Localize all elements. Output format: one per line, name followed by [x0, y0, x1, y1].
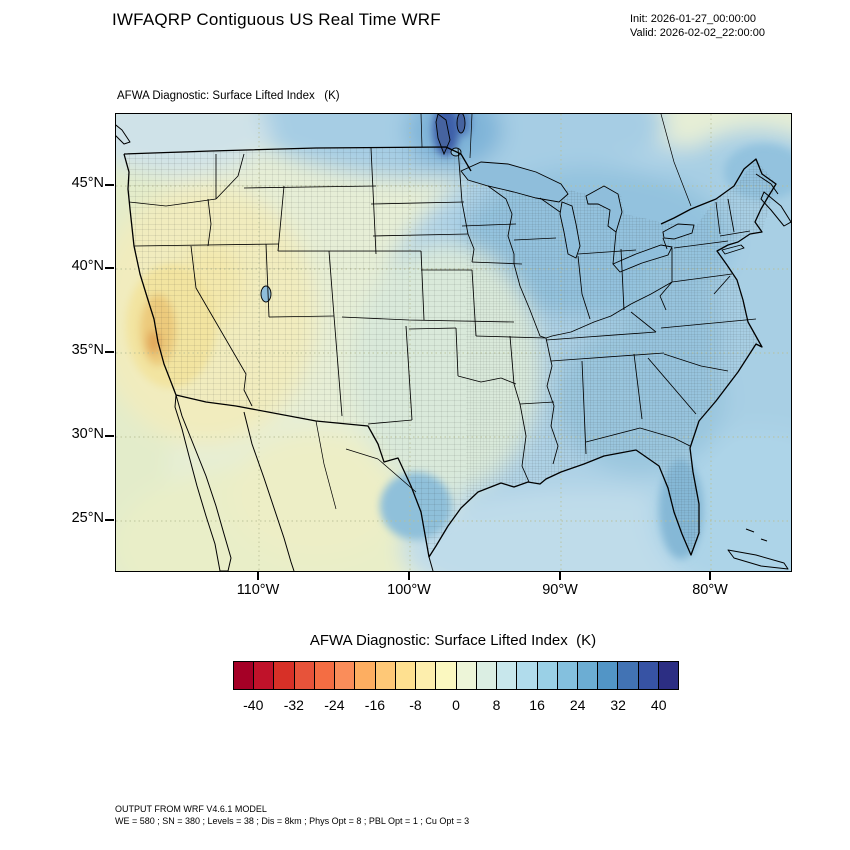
init-time: Init: 2026-01-27_00:00:00	[630, 13, 756, 25]
colorbar-tick-label: -40	[243, 697, 264, 713]
colorbar-cell	[254, 662, 275, 689]
footer-line1: OUTPUT FROM WRF V4.6.1 MODEL	[115, 804, 267, 814]
colorbar-cell	[355, 662, 376, 689]
x-axis-label: 100°W	[387, 582, 431, 598]
colorbar-cell	[294, 662, 315, 689]
colorbar-cell	[497, 662, 518, 689]
foreign-borders-layer	[315, 114, 692, 510]
colorbar-cell	[638, 662, 659, 689]
state-borders-layer	[128, 147, 757, 483]
valid-time: Valid: 2026-02-02_22:00:00	[630, 27, 765, 39]
colorbar-cell	[456, 662, 477, 689]
colorbar-tick-label: 40	[650, 697, 667, 713]
colorbar-cell	[658, 662, 679, 689]
y-axis-label: 40°N	[71, 258, 104, 274]
x-axis-label: 110°W	[236, 582, 280, 598]
x-axis-tick	[559, 571, 561, 580]
lake-huron	[585, 185, 623, 233]
colorbar-cell	[395, 662, 417, 689]
colorbar-cell	[557, 662, 578, 689]
colorbar-cell	[314, 662, 336, 689]
colorbar	[233, 661, 679, 690]
colorbar-title: AFWA Diagnostic: Surface Lifted Index (K…	[309, 632, 597, 649]
map-subtitle: AFWA Diagnostic: Surface Lifted Index (K…	[117, 90, 340, 102]
colorbar-tick-label: 16	[529, 697, 545, 713]
colorbar-cell	[537, 662, 558, 689]
x-axis-tick	[408, 571, 410, 580]
lake-winnipeg	[435, 114, 451, 156]
colorbar-cell	[335, 662, 356, 689]
x-axis-tick	[709, 571, 711, 580]
y-axis-tick	[105, 519, 114, 521]
colorbar-tick-label: -32	[283, 697, 304, 713]
colorbar-cell	[476, 662, 498, 689]
colorbar-tick-label: -24	[324, 697, 345, 713]
colorbar-cell	[436, 662, 457, 689]
colorbar-cell	[274, 662, 295, 689]
y-axis-tick	[105, 351, 114, 353]
map-frame	[115, 113, 792, 572]
colorbar-cell	[517, 662, 538, 689]
lake-erie	[612, 244, 673, 273]
coastline-layer	[116, 124, 791, 571]
great-salt-lake	[260, 285, 272, 303]
colorbar-tick-label: -16	[364, 697, 386, 713]
y-axis-label: 35°N	[71, 342, 104, 358]
colorbar-cell	[416, 662, 437, 689]
colorbar-tick-label: 8	[492, 697, 501, 713]
colorbar-tick-label: 24	[569, 697, 586, 713]
colorbar-cell	[618, 662, 639, 689]
colorbar-cell	[375, 662, 396, 689]
colorbar-labels: -40 -32 -24 -16 -8 0 8 16 24 32 40	[233, 697, 679, 715]
x-axis-tick	[257, 571, 259, 580]
y-axis-label: 45°N	[71, 175, 104, 191]
lakes-layer	[260, 114, 695, 303]
y-axis-tick	[105, 435, 114, 437]
y-axis-label: 30°N	[71, 426, 104, 442]
lake-michigan	[559, 201, 581, 259]
lake-ontario	[662, 223, 695, 240]
page-title: IWFAQRP Contiguous US Real Time WRF	[112, 10, 441, 29]
colorbar-tick-label: -8	[409, 697, 422, 713]
run-times: Init: 2026-01-27_00:00:00 Valid: 2026-02-…	[630, 12, 765, 40]
footer-model-info: OUTPUT FROM WRF V4.6.1 MODEL WE = 580 ; S…	[115, 804, 469, 827]
lake-winnipegosis	[456, 114, 466, 134]
x-axis-label: 80°W	[692, 582, 728, 598]
y-axis-tick	[105, 267, 114, 269]
lake-superior	[460, 161, 569, 203]
colorbar-cell	[598, 662, 619, 689]
conus-map-svg	[116, 114, 791, 571]
colorbar-cell	[234, 662, 255, 689]
footer-line2: WE = 580 ; SN = 380 ; Levels = 38 ; Dis …	[115, 815, 470, 826]
colorbar-tick-label: 32	[610, 697, 626, 713]
x-axis-label: 90°W	[542, 582, 578, 598]
y-axis-label: 25°N	[71, 510, 104, 526]
colorbar-cell	[577, 662, 599, 689]
colorbar-tick-label: 0	[452, 697, 460, 713]
y-axis-tick	[105, 184, 114, 186]
